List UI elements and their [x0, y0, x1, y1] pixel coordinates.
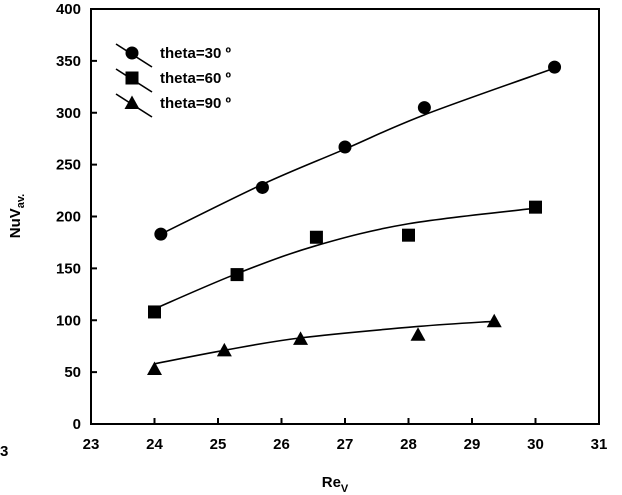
y-axis-title-subscript: av.: [15, 194, 27, 208]
y-axis-title-main: NuV: [7, 208, 24, 238]
fit-curve-square: [154, 207, 536, 310]
data-markers: [147, 60, 562, 376]
y-axis-title: NuVav.: [7, 194, 27, 238]
x-axis: 23 24 25 26 27 28 29 30 31: [83, 418, 608, 453]
y-axis: 0 50 100 150 200 250 300 350 400: [56, 1, 97, 433]
legend-label: theta=90 º: [160, 95, 231, 112]
legend-label: theta=60 º: [160, 70, 231, 87]
data-point-circle: [338, 140, 352, 154]
data-point-circle: [255, 180, 269, 194]
stray-label: 3: [0, 443, 8, 460]
x-tick-label: 29: [464, 436, 481, 453]
data-point-square: [230, 268, 244, 282]
x-axis-title-main: Re: [322, 474, 341, 491]
y-tick-label: 300: [56, 105, 81, 122]
y-tick-label: 250: [56, 157, 81, 174]
x-tick-label: 28: [400, 436, 417, 453]
x-tick-label: 23: [83, 436, 100, 453]
x-tick-label: 25: [210, 436, 227, 453]
y-tick-label: 150: [56, 260, 81, 277]
x-axis-title-subscript: V: [341, 483, 349, 495]
data-point-circle: [154, 227, 168, 241]
y-tick-label: 400: [56, 1, 81, 18]
x-tick-label: 30: [527, 436, 544, 453]
x-tick-label: 31: [591, 436, 608, 453]
data-point-square: [402, 228, 415, 242]
y-tick-label: 200: [56, 209, 81, 226]
x-tick-label: 24: [146, 436, 163, 453]
y-tick-label: 0: [73, 416, 81, 433]
y-tick-label: 100: [56, 312, 81, 329]
data-point-triangle: [410, 327, 426, 341]
x-tick-label: 26: [273, 436, 290, 453]
legend-marker-square: [125, 71, 139, 85]
x-tick-label: 27: [337, 436, 354, 453]
legend-marker-triangle: [124, 95, 140, 109]
data-point-triangle: [486, 313, 502, 328]
data-point-circle: [548, 60, 562, 74]
legend-marker-circle: [125, 46, 139, 60]
data-point-square: [529, 200, 542, 214]
data-point-triangle: [216, 342, 232, 357]
data-point-square: [148, 305, 161, 319]
y-tick-label: 50: [64, 364, 81, 381]
legend-label: theta=30 º: [160, 45, 231, 62]
y-tick-label: 350: [56, 53, 81, 70]
data-point-triangle: [147, 361, 162, 376]
legend: theta=30 º theta=60 º theta=90 º: [115, 43, 231, 118]
x-axis-title: ReV: [322, 474, 349, 495]
data-point-square: [309, 230, 323, 244]
data-point-triangle: [293, 331, 309, 345]
data-point-circle: [417, 101, 431, 115]
